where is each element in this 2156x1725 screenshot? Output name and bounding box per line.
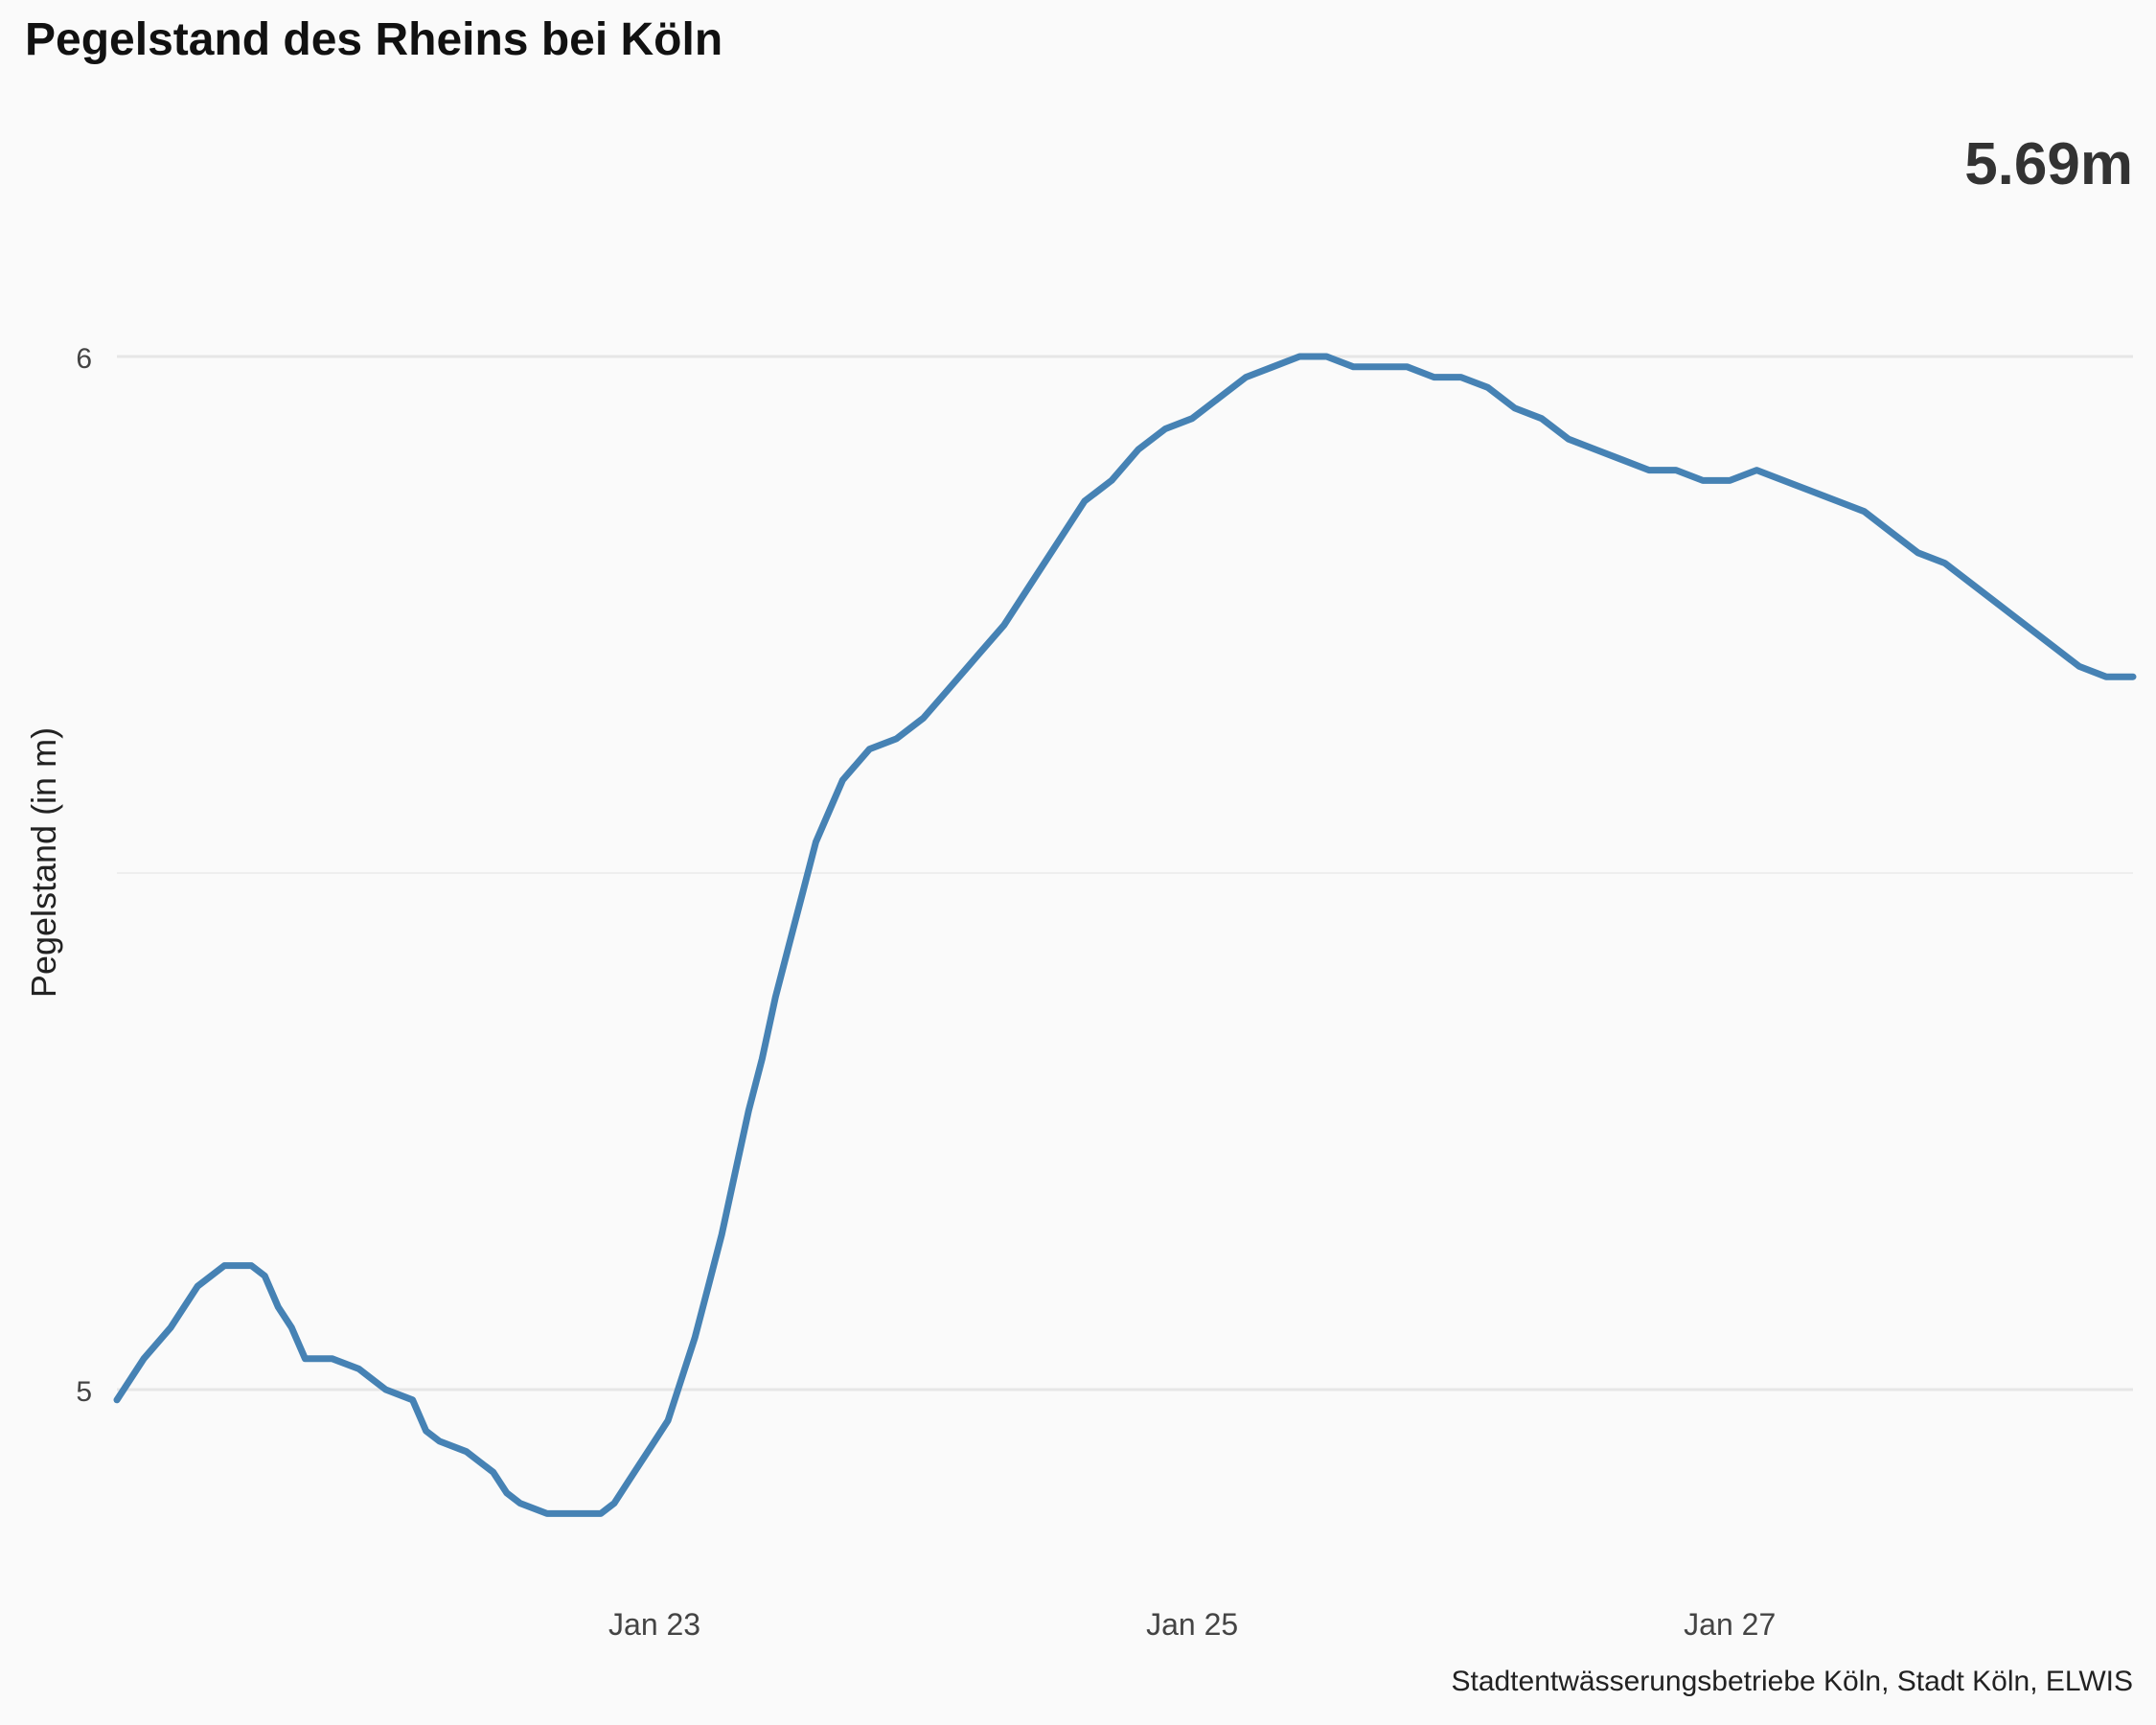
y-tick-labels: 56 xyxy=(76,343,92,1408)
x-tick-label: Jan 25 xyxy=(1146,1607,1238,1642)
current-value-label: 5.69m xyxy=(1964,131,2133,197)
x-tick-label: Jan 27 xyxy=(1684,1607,1776,1642)
series-group xyxy=(113,353,2137,1517)
series-line xyxy=(113,353,2137,1517)
chart-title: Pegelstand des Rheins bei Köln xyxy=(25,14,723,65)
gridlines xyxy=(117,355,2133,1392)
x-tick-labels: Jan 23 Jan 25 Jan 27 xyxy=(608,1607,1776,1642)
y-tick-label: 6 xyxy=(76,343,92,375)
x-tick-label: Jan 23 xyxy=(608,1607,700,1642)
source-caption: Stadtentwässerungsbetriebe Köln, Stadt K… xyxy=(1451,1666,2133,1697)
y-tick-label: 5 xyxy=(76,1376,92,1408)
